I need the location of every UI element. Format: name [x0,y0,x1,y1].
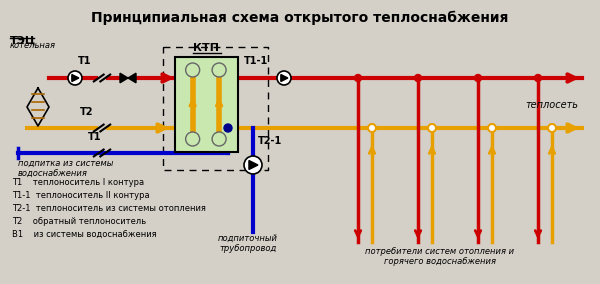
Circle shape [212,63,226,77]
Circle shape [535,74,542,82]
Circle shape [212,132,226,146]
Circle shape [428,124,436,132]
Text: Т1-1: Т1-1 [244,56,268,66]
Polygon shape [281,74,288,82]
Text: КТП: КТП [193,43,220,53]
Text: ТЭЦ: ТЭЦ [10,36,36,46]
Circle shape [415,74,421,82]
Text: Т2-1: Т2-1 [258,136,282,146]
Text: теплосеть: теплосеть [525,100,578,110]
Text: Т2-1  теплоноситель из системы отопления: Т2-1 теплоноситель из системы отопления [12,204,206,213]
Circle shape [185,63,200,77]
Text: Т1: Т1 [88,132,101,142]
Text: В1    из системы водоснабжения: В1 из системы водоснабжения [12,230,157,239]
Text: Т1: Т1 [78,56,91,66]
Circle shape [277,71,291,85]
Circle shape [244,156,262,174]
Text: потребители систем отопления и
горячего водоснабжения: потребители систем отопления и горячего … [365,247,515,266]
Polygon shape [120,73,128,83]
Circle shape [548,124,556,132]
Circle shape [475,74,482,82]
Circle shape [355,74,361,82]
Text: Т1    теплоноситель I контура: Т1 теплоноситель I контура [12,178,144,187]
Circle shape [488,124,496,132]
Circle shape [368,124,376,132]
Text: подпитка из системы
водоснабжения: подпитка из системы водоснабжения [18,159,113,178]
Text: Т2: Т2 [80,107,94,117]
Circle shape [68,71,82,85]
Text: Т2    обратный теплоноситель: Т2 обратный теплоноситель [12,217,146,226]
Text: подпиточный
трубопровод: подпиточный трубопровод [218,234,278,253]
Circle shape [224,124,232,132]
Text: Т1-1  теплоноситель II контура: Т1-1 теплоноситель II контура [12,191,149,200]
Polygon shape [128,73,136,83]
FancyBboxPatch shape [175,57,238,152]
Polygon shape [72,74,79,82]
Polygon shape [249,160,258,170]
Text: Принципиальная схема открытого теплоснабжения: Принципиальная схема открытого теплоснаб… [91,11,509,25]
Circle shape [185,132,200,146]
Text: котельная: котельная [10,41,56,50]
